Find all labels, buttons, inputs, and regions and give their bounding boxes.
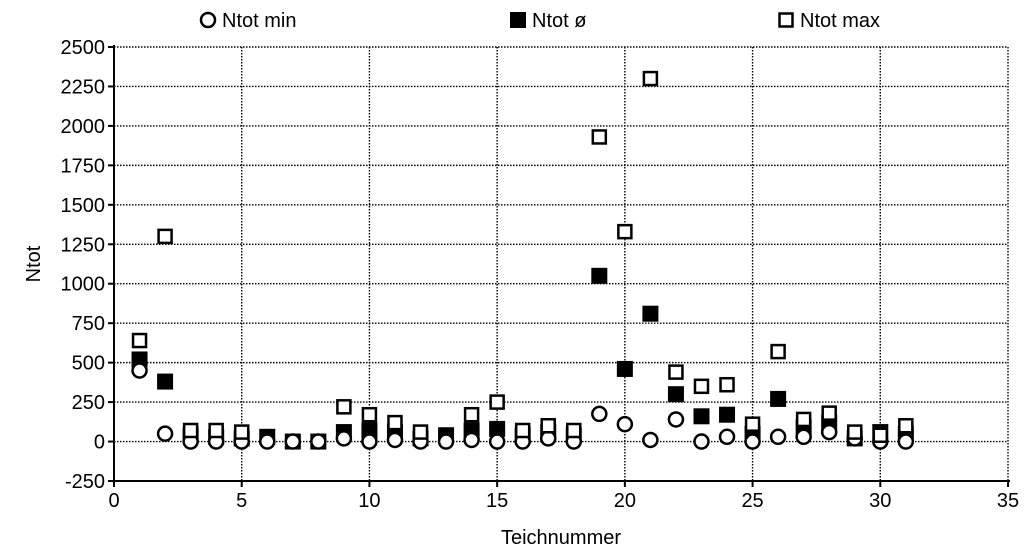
y-tick-label: 1000	[61, 274, 106, 296]
ntot-max-point	[898, 418, 914, 434]
y-tick-label: 2500	[61, 37, 106, 59]
ntot-max-point	[514, 422, 531, 439]
ntot-min-point	[335, 430, 353, 447]
ntot-max-point	[591, 129, 608, 145]
ntot-min-point	[437, 433, 455, 450]
ntot-max-point	[770, 343, 786, 360]
x-tick-label: 10	[358, 490, 380, 512]
ntot-avg-point	[667, 386, 684, 403]
ntot-min-point	[259, 433, 276, 450]
ntot-avg-point	[157, 373, 174, 390]
axes	[108, 45, 1010, 487]
ntot-min-point	[616, 415, 634, 433]
y-tick-label: 0	[94, 432, 105, 454]
ntot-min-point	[591, 405, 608, 423]
ntot-max-point	[617, 223, 633, 240]
ntot-max-point	[336, 399, 352, 415]
ntot-min-point	[769, 428, 787, 446]
ntot-max-point	[233, 424, 250, 440]
legend: Ntot min Ntot ø Ntot max	[199, 10, 880, 32]
data-points	[131, 70, 915, 450]
y-tick-label: 500	[72, 353, 105, 375]
ntot-max-point	[387, 414, 403, 431]
ntot-min-point	[744, 433, 761, 450]
ntot-min-point	[897, 433, 915, 450]
y-tick-label: 250	[72, 392, 105, 414]
ntot-avg-point	[591, 267, 608, 284]
ntot-max-point	[489, 394, 505, 410]
grid-lines	[114, 46, 1009, 481]
legend-label: Ntot max	[800, 10, 880, 32]
ntot-max-point	[846, 424, 863, 440]
ntot-min-point	[795, 428, 812, 446]
ntot-max-point	[795, 411, 812, 428]
x-tick-label: 0	[108, 490, 119, 512]
x-tick-label: 35	[997, 490, 1019, 512]
y-tick-label: 2250	[61, 76, 106, 98]
ntot-max-point	[719, 376, 735, 393]
ntot-max-point	[566, 422, 582, 439]
ntot-avg-point	[642, 305, 659, 322]
ntot-max-point	[668, 364, 684, 380]
ntot-max-point	[131, 332, 148, 349]
x-tick-label: 15	[486, 490, 508, 512]
ntot-avg-point	[693, 408, 710, 425]
ntot-avg-point	[616, 360, 633, 377]
ntot-max-point	[412, 424, 429, 440]
ntot-max-point	[744, 416, 761, 432]
ntot-max-point	[821, 405, 837, 421]
tick-labels: -250025050075010001250150017502000225025…	[61, 37, 1020, 512]
x-tick-label: 30	[869, 490, 891, 512]
ntot-min-point	[284, 433, 302, 450]
legend-marker	[199, 11, 217, 29]
ntot-min-point	[488, 433, 506, 450]
x-tick-label: 20	[614, 490, 636, 512]
y-tick-label: 750	[72, 313, 105, 335]
ntot-min-point	[718, 428, 736, 446]
ntot-min-point	[820, 423, 838, 441]
ntot-min-point	[463, 431, 480, 449]
ntot-min-point	[693, 433, 710, 450]
y-tick-label: 2000	[61, 116, 106, 138]
x-tick-label: 25	[741, 490, 763, 512]
y-tick-label: 1250	[61, 234, 106, 256]
ntot-max-point	[642, 70, 659, 87]
legend-label: Ntot min	[222, 10, 296, 32]
y-axis-label: Ntot	[23, 245, 45, 282]
ntot-min-point	[361, 433, 378, 450]
ntot-max-point	[872, 427, 889, 443]
ntot-min-point	[156, 425, 174, 442]
ntot-max-point	[540, 418, 556, 434]
ntot-avg-point	[719, 406, 736, 423]
legend-marker	[510, 12, 526, 28]
ntot-max-point	[463, 406, 480, 423]
ntot-max-point	[361, 406, 378, 423]
ntot-avg-point	[770, 390, 787, 407]
ntot-min-point	[310, 433, 327, 450]
legend-label: Ntot ø	[532, 10, 586, 32]
ntot-min-point	[667, 411, 685, 428]
y-tick-label: -250	[65, 471, 105, 493]
x-tick-label: 5	[236, 490, 247, 512]
ntot-min-point	[642, 431, 659, 449]
ntot-max-point	[157, 228, 173, 245]
y-tick-label: 1750	[61, 155, 106, 177]
ntot-min-point	[386, 431, 404, 449]
ntot-max-point	[693, 378, 710, 395]
x-axis-label: Teichnummer	[501, 527, 621, 549]
ntot-max-point	[208, 422, 224, 439]
legend-marker	[778, 12, 794, 28]
ntot-max-point	[182, 422, 199, 439]
y-tick-label: 1500	[61, 195, 106, 217]
ntot-min-point	[131, 362, 148, 379]
